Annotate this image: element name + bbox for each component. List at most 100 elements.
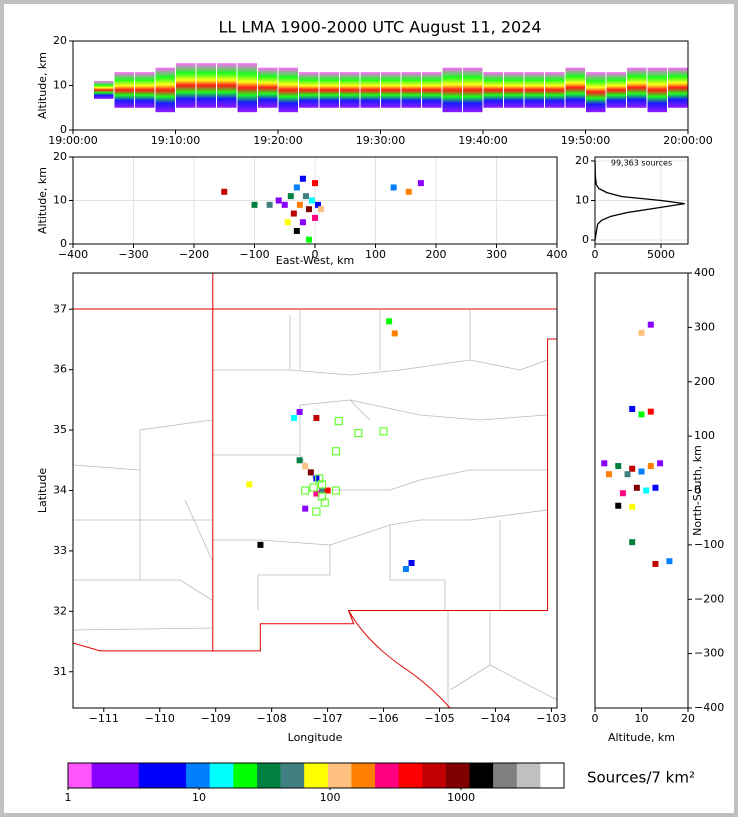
colorbar-tick-label: 10 bbox=[192, 791, 206, 804]
annotation: 99,363 sources bbox=[611, 159, 672, 168]
x-tick-label: −200 bbox=[179, 248, 209, 261]
colorbar-swatch bbox=[327, 763, 352, 788]
station bbox=[317, 492, 327, 501]
x-tick-label: −109 bbox=[201, 712, 231, 725]
source-point bbox=[290, 210, 297, 217]
y-tick-label: 0 bbox=[60, 123, 67, 136]
source-band bbox=[114, 72, 134, 108]
y-tick-label: −300 bbox=[694, 647, 724, 660]
source-point bbox=[629, 465, 636, 472]
x-tick-label: −107 bbox=[312, 712, 342, 725]
source-point bbox=[312, 180, 318, 187]
x-tick-label: 10 bbox=[635, 712, 649, 725]
station bbox=[301, 486, 310, 495]
y-tick-label: −100 bbox=[694, 538, 724, 551]
source-point bbox=[313, 475, 320, 482]
source-band bbox=[94, 81, 114, 99]
y-tick-label: 33 bbox=[53, 544, 67, 557]
x-tick-label: 5000 bbox=[647, 248, 675, 261]
source-point bbox=[308, 197, 315, 204]
source-point bbox=[417, 180, 424, 187]
source-point bbox=[666, 558, 673, 565]
boundaries bbox=[73, 273, 557, 708]
source-band bbox=[340, 72, 360, 108]
x-tick-label: 19:30:00 bbox=[356, 134, 405, 147]
y-tick-label: 31 bbox=[53, 665, 67, 678]
source-band bbox=[401, 72, 421, 108]
colorbar-swatch bbox=[304, 763, 329, 788]
colorbar-label: Sources/7 km² bbox=[587, 769, 695, 787]
source-point bbox=[647, 408, 654, 415]
source-point bbox=[386, 318, 393, 325]
source-point bbox=[643, 487, 650, 494]
x-tick-label: −106 bbox=[368, 712, 398, 725]
axes-frame bbox=[72, 156, 558, 245]
y-tick-label: 0 bbox=[694, 484, 701, 497]
colorbar-swatch bbox=[162, 763, 187, 788]
source-point bbox=[638, 411, 645, 418]
source-band bbox=[586, 72, 606, 113]
source-point bbox=[313, 490, 320, 497]
x-tick-label: 0 bbox=[592, 248, 599, 261]
x-tick-label: 19:20:00 bbox=[253, 134, 302, 147]
station bbox=[379, 427, 388, 436]
source-point bbox=[647, 321, 654, 328]
source-point bbox=[299, 175, 306, 182]
source-point bbox=[291, 415, 298, 421]
y-tick-label: 20 bbox=[575, 154, 589, 167]
source-point bbox=[275, 197, 282, 204]
source-point bbox=[405, 188, 412, 195]
station bbox=[320, 498, 329, 507]
source-point bbox=[657, 460, 664, 467]
colorbar-swatch bbox=[186, 763, 211, 788]
axes-frame bbox=[594, 156, 689, 245]
y-tick-label: 400 bbox=[694, 266, 715, 279]
y-tick-label: −400 bbox=[694, 701, 724, 714]
source-band bbox=[176, 63, 196, 108]
x-tick-label: −110 bbox=[145, 712, 175, 725]
source-band bbox=[647, 67, 667, 113]
x-tick-label: 19:10:00 bbox=[151, 134, 200, 147]
y-tick-label: 32 bbox=[53, 604, 67, 617]
x-tick-label: −108 bbox=[257, 712, 287, 725]
y-tick-label: 35 bbox=[53, 423, 67, 436]
source-point bbox=[652, 560, 659, 567]
source-point bbox=[305, 236, 312, 243]
source-band bbox=[155, 67, 175, 113]
source-point bbox=[299, 219, 306, 226]
x-tick-label: −103 bbox=[536, 712, 566, 725]
colorbar-swatch bbox=[91, 763, 116, 788]
source-point bbox=[408, 560, 415, 566]
y-axis-label: Latitude bbox=[36, 468, 49, 514]
axes-frame bbox=[72, 40, 689, 131]
source-point bbox=[296, 201, 303, 208]
source-point bbox=[293, 184, 300, 191]
x-tick-label: −105 bbox=[424, 712, 454, 725]
colorbar-swatch bbox=[280, 763, 305, 788]
colorbar-swatch bbox=[516, 763, 541, 788]
source-band bbox=[483, 72, 503, 108]
source-band bbox=[278, 67, 298, 113]
x-tick-label: −104 bbox=[480, 712, 510, 725]
source-point bbox=[391, 330, 398, 337]
source-point bbox=[619, 490, 626, 497]
source-point bbox=[605, 471, 612, 478]
axes-frame bbox=[72, 272, 558, 709]
source-point bbox=[315, 201, 322, 208]
colorbar-swatch bbox=[351, 763, 376, 788]
source-point bbox=[302, 463, 309, 470]
source-point bbox=[615, 463, 622, 470]
source-point bbox=[313, 415, 320, 421]
source-point bbox=[302, 505, 309, 512]
x-tick-label: 20:00:00 bbox=[663, 134, 712, 147]
x-tick-label: 400 bbox=[547, 248, 568, 261]
source-band bbox=[565, 67, 585, 108]
x-tick-label: 20 bbox=[681, 712, 695, 725]
source-point bbox=[284, 219, 291, 226]
x-tick-label: 19:50:00 bbox=[561, 134, 610, 147]
source-point bbox=[652, 484, 659, 491]
colorbar-swatch bbox=[493, 763, 518, 788]
station bbox=[317, 480, 327, 489]
source-point bbox=[266, 201, 273, 208]
source-band bbox=[422, 72, 442, 108]
